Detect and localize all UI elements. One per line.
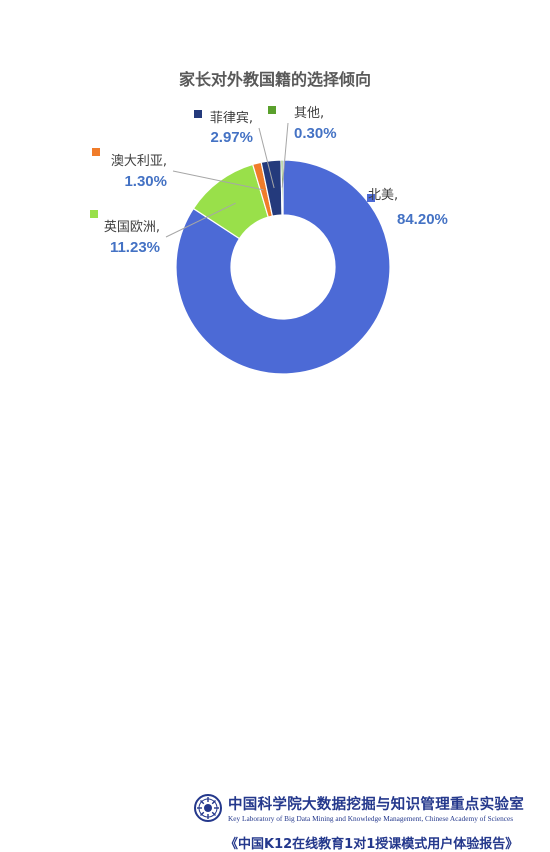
donut-slice-4 (280, 159, 284, 216)
slice-label-2: 澳大利亚, (111, 153, 167, 169)
slice-label-1: 英国欧洲, (104, 220, 160, 235)
slice-label-3: 菲律宾, (210, 110, 253, 126)
legend-marker-4 (268, 106, 276, 114)
slice-value-3: 2.97% (210, 129, 253, 146)
slice-value-2: 1.30% (124, 173, 167, 190)
leader-line-2 (172, 170, 264, 191)
donut-chart: 北美, 84.20% 英国欧洲, 11.23% 澳大利亚, 1.30% 菲律宾, 2.97% 其… (90, 106, 448, 375)
leader-line-3 (258, 127, 275, 189)
legend-marker-3 (194, 110, 202, 118)
slice-value-4: 0.30% (294, 125, 337, 142)
organization-name-cn: 中国科学院大数据挖掘与知识管理重点实验室 (228, 796, 524, 813)
slice-label-4: 其他, (294, 106, 324, 121)
donut-slice-0 (175, 159, 391, 375)
legend-marker-0 (367, 194, 375, 202)
leader-line-4 (281, 122, 289, 188)
organization-name-en: Key Laboratory of Big Data Mining and Kn… (228, 814, 514, 823)
legend-marker-1 (90, 210, 98, 218)
report-title: 《中国K12在线教育1对1授课模式用户体验报告》 (225, 837, 519, 852)
slice-value-1: 11.23% (110, 239, 160, 256)
leader-line-1 (165, 202, 236, 238)
legend-marker-2 (92, 148, 100, 156)
cas-logo-icon (194, 794, 222, 822)
chart-title: 家长对外教国籍的选择倾向 (178, 70, 371, 89)
slice-label-0: 北美, (368, 188, 398, 203)
slice-value-0: 84.20% (397, 211, 448, 228)
